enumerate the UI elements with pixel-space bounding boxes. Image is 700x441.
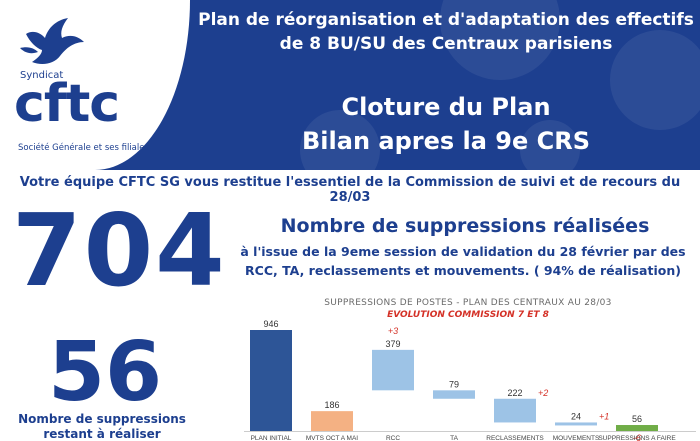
header-title-line2: de 8 BU/SU des Centraux parisiens — [279, 34, 613, 54]
stat-remaining: 56 — [48, 325, 163, 420]
stat-remaining-label-line2: restant à réaliser — [43, 427, 161, 441]
chart-category-label: MVTS OCT A MAI — [306, 435, 358, 441]
waterfall-chart: 946 PLAN INITIAL 186 MVTS OCT A MAI 379 +3 RCC… — [244, 319, 696, 441]
chart-value-label: 186 — [324, 400, 339, 410]
chart-category-label: RECLASSEMENTS — [486, 435, 544, 441]
chart-bar — [372, 349, 414, 391]
intro-text: Votre équipe CFTC SG vous restitue l'ess… — [19, 175, 681, 205]
chart-value-label: 56 — [632, 414, 642, 424]
stat-remaining-label: Nombre de suppressions restant à réalise… — [12, 412, 192, 441]
section-desc-line2: RCC, TA, reclassements et mouvements. ( … — [245, 263, 681, 278]
chart-delta-label: +3 — [388, 326, 398, 336]
header-title: Plan de réorganisation et d'adaptation d… — [192, 8, 700, 56]
chart-delta-label: -6 — [633, 433, 641, 441]
chart-bar — [616, 425, 658, 431]
section-description: à l'issue de la 9eme session de validati… — [226, 242, 700, 280]
chart-category-label: PLAN INITIAL — [251, 435, 292, 441]
chart-category-label: RCC — [386, 435, 400, 441]
chart-value-label: 946 — [263, 319, 278, 329]
stat-remaining-label-line1: Nombre de suppressions — [18, 412, 186, 426]
chart-delta-label: +2 — [538, 388, 548, 398]
chart-bar — [311, 411, 353, 431]
chart-value-label: 79 — [449, 379, 459, 389]
chart-value-label: 222 — [507, 388, 522, 398]
header-sub-line2: Bilan apres la 9e CRS — [302, 127, 590, 155]
dove-icon — [20, 18, 84, 64]
chart-category-label: TA — [450, 435, 458, 441]
header-sub-line1: Cloture du Plan — [341, 93, 551, 121]
logo-syndicat: Syndicat — [20, 70, 64, 81]
stat-realised: 704 — [12, 192, 227, 309]
logo-wordmark: cftc — [14, 74, 120, 134]
chart-title: SUPPRESSIONS DE POSTES - PLAN DES CENTRA… — [324, 298, 612, 308]
chart-delta-label: +1 — [599, 411, 609, 421]
section-heading: Nombre de suppressions réalisées — [280, 215, 650, 237]
header-banner: Syndicat cftc Société Générale et ses fi… — [0, 0, 700, 170]
chart-bar — [433, 390, 475, 399]
header-subtitle: Cloture du Plan Bilan apres la 9e CRS — [192, 90, 700, 158]
chart-subtitle: EVOLUTION COMMISSION 7 ET 8 — [387, 310, 549, 320]
chart-bar — [494, 398, 536, 423]
chart-value-label: 379 — [385, 339, 400, 349]
chart-bar — [555, 422, 597, 426]
logo-panel: Syndicat cftc Société Générale et ses fi… — [0, 0, 190, 170]
logo-tagline: Société Générale et ses filiales — [18, 143, 149, 153]
chart-bar — [250, 330, 292, 431]
section-desc-line1: à l'issue de la 9eme session de validati… — [240, 244, 686, 259]
chart-category-label: SUPPRESSIONS A FAIRE — [598, 435, 676, 441]
chart-category-label: MOUVEMENTS — [553, 435, 600, 441]
header-title-line1: Plan de réorganisation et d'adaptation d… — [198, 10, 694, 30]
chart-value-label: 24 — [571, 411, 581, 421]
